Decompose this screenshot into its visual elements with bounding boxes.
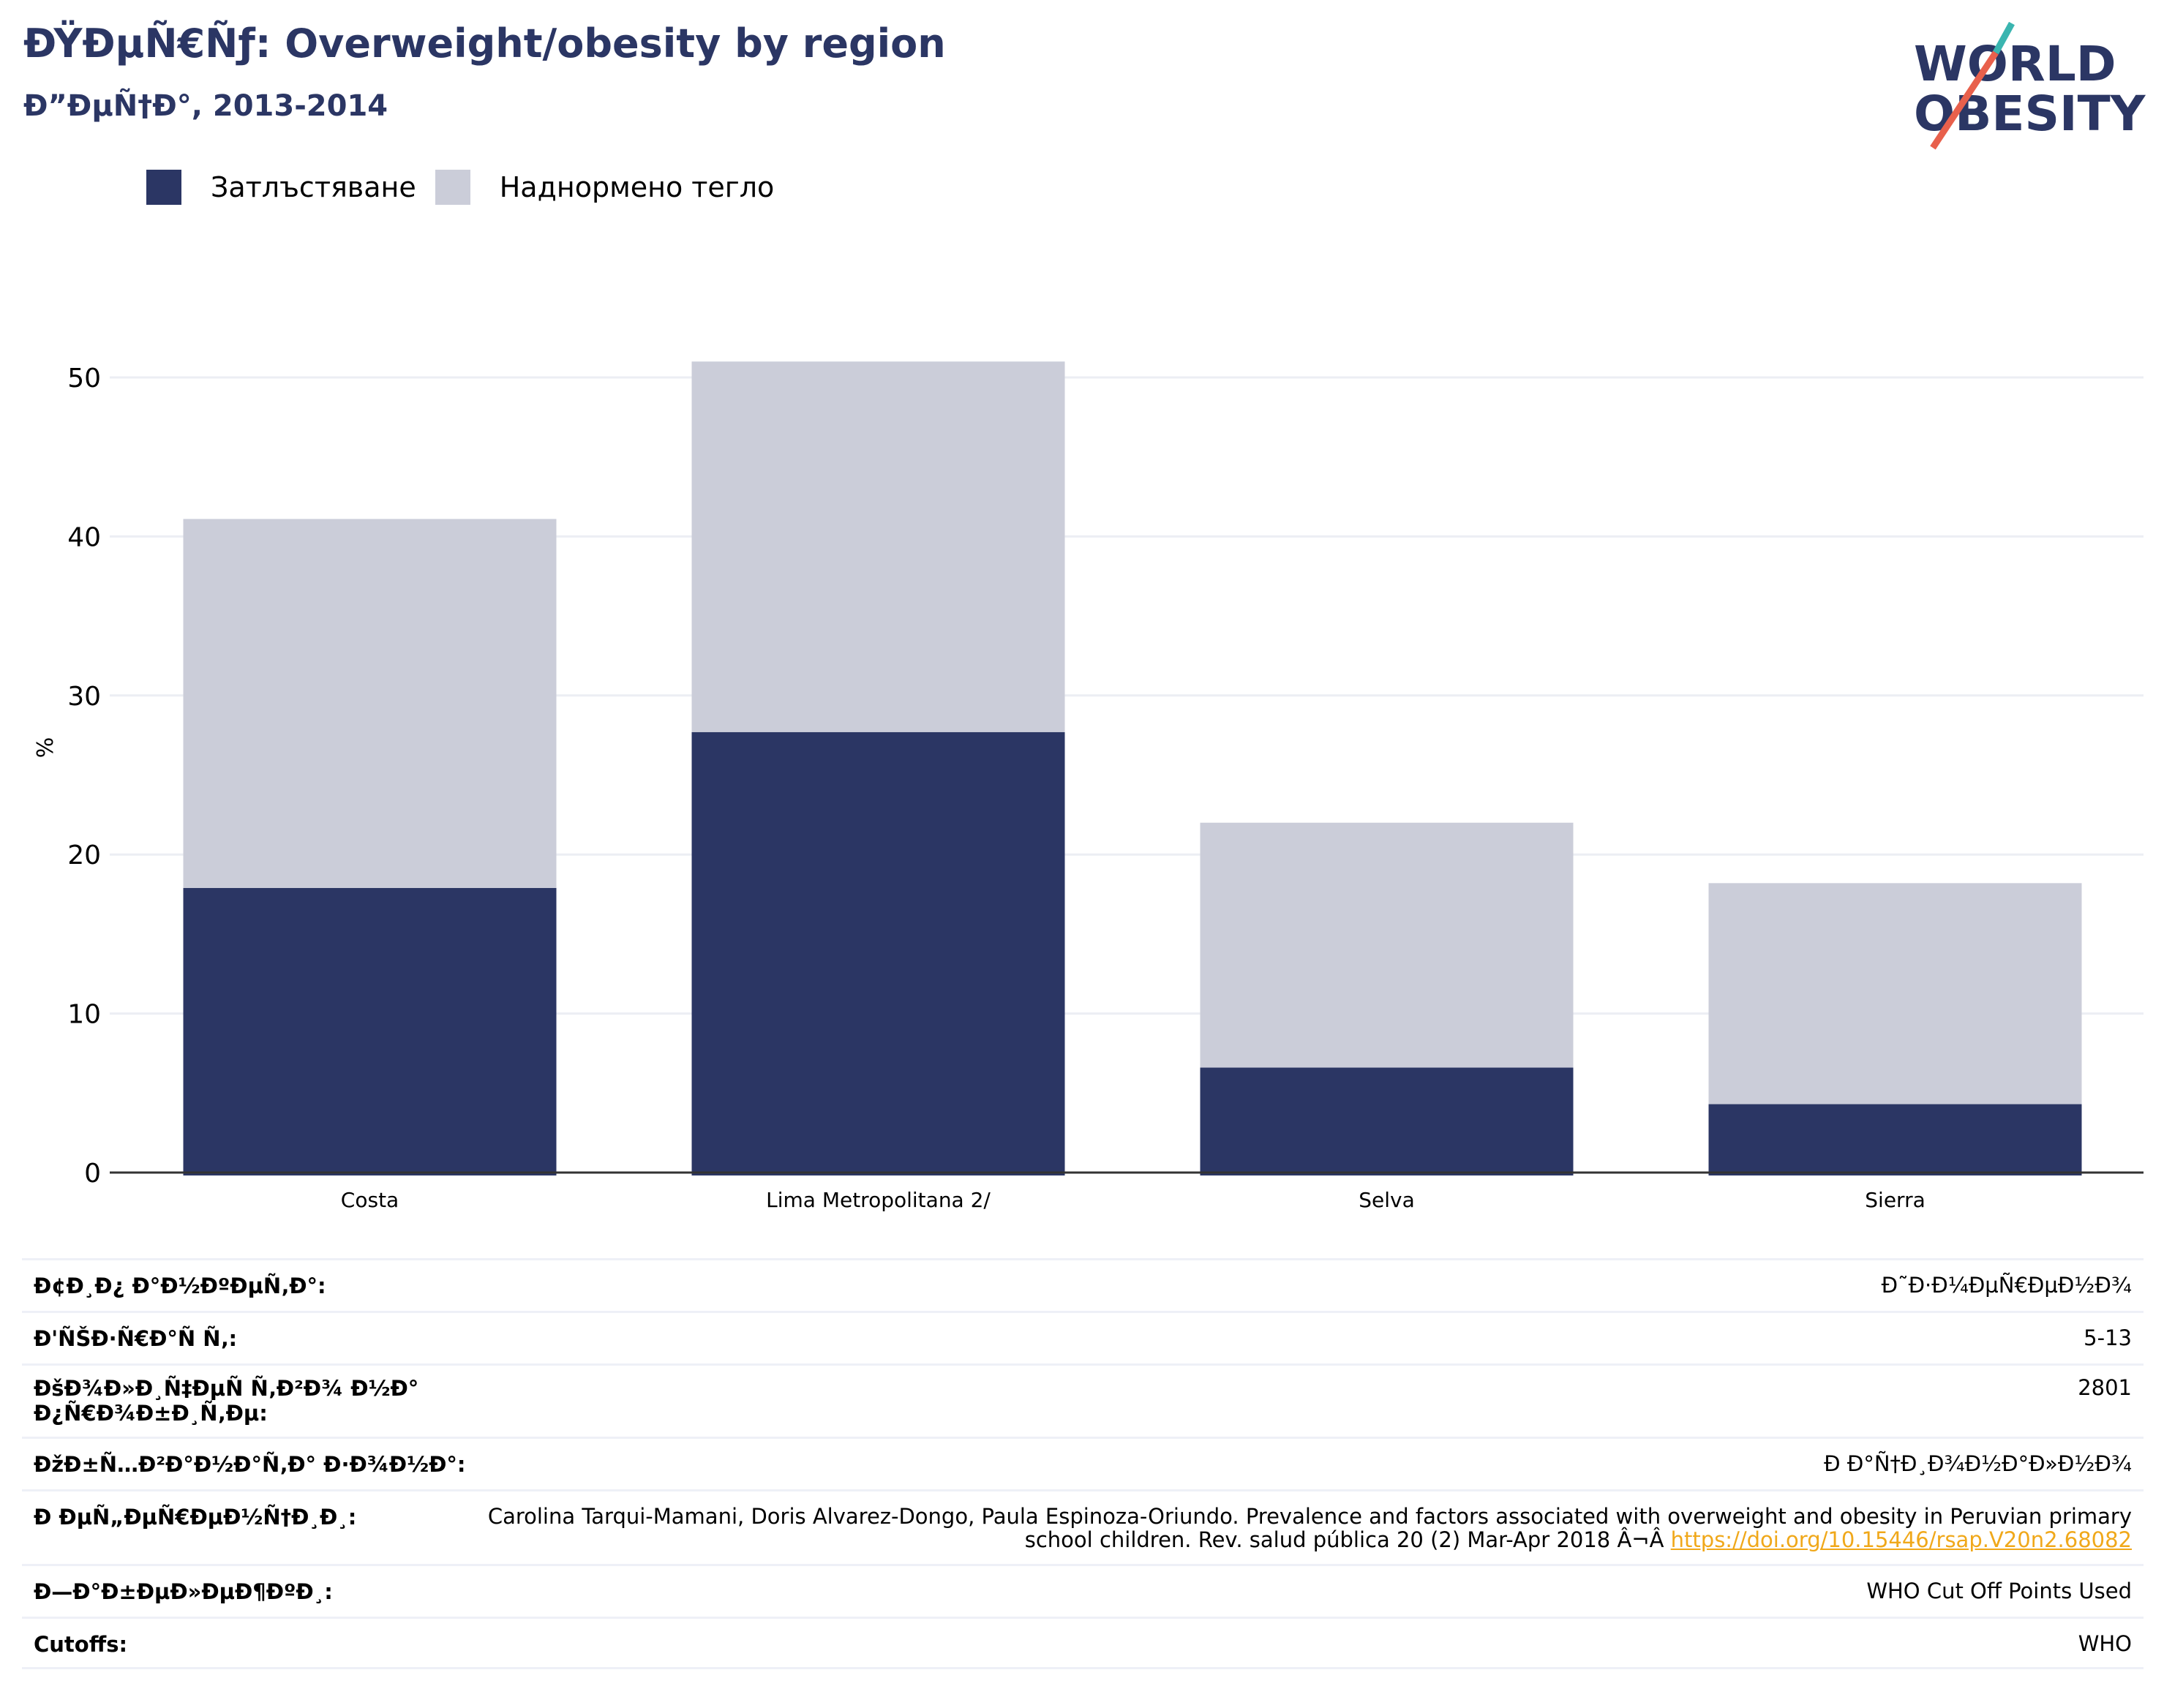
bar-obesity	[1708, 1104, 2082, 1175]
info-label: Ð—Ð°Ð±ÐµÐ»ÐµÐ¶ÐºÐ¸:	[34, 1579, 333, 1604]
legend-item-obesity[interactable]: Затлъстяване	[146, 170, 416, 205]
chart-legend: Затлъстяване Наднормено тегло	[146, 170, 793, 205]
info-label: ÐšÐ¾Ð»Ð¸Ñ‡ÐµÑ Ñ‚Ð²Ð¾ Ð½Ð° Ð¿Ñ€Ð¾Ð±Ð¸Ñ‚Ðµ…	[34, 1376, 419, 1426]
bar-overweight	[1708, 883, 2082, 1105]
y-axis-label: %	[33, 737, 59, 759]
legend-label-overweight: Наднормено тегло	[499, 171, 775, 203]
bar-obesity	[1200, 1067, 1574, 1175]
info-label: Ð¢Ð¸Ð¿ Ð°Ð½ÐºÐµÑ‚Ð°:	[34, 1274, 326, 1298]
legend-item-overweight[interactable]: Наднормено тегло	[435, 170, 775, 205]
info-table: Ð¢Ð¸Ð¿ Ð°Ð½ÐºÐµÑ‚Ð°: Ð˜Ð·Ð¼ÐµÑ€ÐµÐ½Ð¾ Ð'…	[22, 1258, 2144, 1669]
y-tick-label: 20	[67, 840, 101, 870]
x-tick-label: Costa	[341, 1188, 399, 1212]
legend-label-obesity: Затлъстяване	[211, 171, 416, 203]
info-value: WHO	[2078, 1631, 2132, 1656]
reference-text: Carolina Tarqui-Mamani, Doris Alvarez-Do…	[487, 1504, 2132, 1552]
info-row-sample-size: ÐšÐ¾Ð»Ð¸Ñ‡ÐµÑ Ñ‚Ð²Ð¾ Ð½Ð° Ð¿Ñ€Ð¾Ð±Ð¸Ñ‚Ðµ…	[22, 1363, 2144, 1437]
info-value: Ð˜Ð·Ð¼ÐµÑ€ÐµÐ½Ð¾	[1881, 1273, 2132, 1298]
info-label: Ð'ÑŠÐ·Ñ€Ð°Ñ Ñ‚:	[34, 1326, 238, 1351]
info-row-references: Ð ÐµÑ„ÐµÑ€ÐµÐ½Ñ†Ð¸Ð¸: Carolina Tarqui-Ma…	[22, 1489, 2144, 1564]
bar-chart: 0 10 20 30 40 50% Costa Lima Metropolitana 2/Se…	[33, 361, 2144, 1212]
bar-obesity	[183, 887, 557, 1175]
info-value: WHO Cut Off Points Used	[1866, 1579, 2132, 1603]
reference-link[interactable]: https://doi.org/10.15446/rsap.V20n2.6808…	[1670, 1527, 2132, 1552]
x-tick-label: Lima Metropolitana 2/	[766, 1188, 991, 1212]
info-value: Ð Ð°Ñ†Ð¸Ð¾Ð½Ð°Ð»Ð½Ð¾	[1824, 1451, 2132, 1476]
info-row-survey-type: Ð¢Ð¸Ð¿ Ð°Ð½ÐºÐµÑ‚Ð°: Ð˜Ð·Ð¼ÐµÑ€ÐµÐ½Ð¾	[22, 1258, 2144, 1311]
y-tick-label: 10	[67, 1000, 101, 1030]
info-row-age: Ð'ÑŠÐ·Ñ€Ð°Ñ Ñ‚: 5-13	[22, 1311, 2144, 1363]
chart-title: ÐŸÐµÑ€Ñƒ: Overweight/obesity by region	[23, 20, 946, 67]
bar-overweight	[1200, 822, 1574, 1068]
bar-overweight	[183, 519, 557, 888]
legend-swatch-obesity	[146, 170, 181, 205]
info-label: Ð ÐµÑ„ÐµÑ€ÐµÐ½Ñ†Ð¸Ð¸:	[34, 1505, 357, 1530]
chart-subtitle: Ð”ÐµÑ†Ð°, 2013-2014	[23, 89, 388, 123]
world-obesity-logo: WORLD OBESITY	[1914, 22, 2146, 150]
info-value: Carolina Tarqui-Mamani, Doris Alvarez-Do…	[486, 1505, 2132, 1551]
bar-overweight	[691, 361, 1065, 732]
y-tick-label: 50	[67, 364, 101, 394]
legend-swatch-overweight	[435, 170, 470, 205]
y-tick-label: 0	[84, 1159, 101, 1189]
y-tick-label: 30	[67, 682, 101, 712]
info-row-cutoffs: Cutoffs: WHO	[22, 1617, 2144, 1669]
y-tick-label: 40	[67, 522, 101, 552]
info-label: Cutoffs:	[34, 1632, 128, 1657]
info-value: 2801	[2078, 1375, 2132, 1400]
svg-text:WORLD: WORLD	[1914, 36, 2116, 92]
bar-obesity	[691, 731, 1065, 1175]
info-label: ÐžÐ±Ñ…Ð²Ð°Ð½Ð°Ñ‚Ð° Ð·Ð¾Ð½Ð°:	[34, 1452, 466, 1477]
x-tick-label: Sierra	[1865, 1188, 1925, 1212]
info-row-notes: Ð—Ð°Ð±ÐµÐ»ÐµÐ¶ÐºÐ¸: WHO Cut Off Points U…	[22, 1564, 2144, 1617]
info-row-area: ÐžÐ±Ñ…Ð²Ð°Ð½Ð°Ñ‚Ð° Ð·Ð¾Ð½Ð°: Ð Ð°Ñ†Ð¸Ð¾Ð…	[22, 1437, 2144, 1489]
info-value: 5-13	[2084, 1325, 2132, 1350]
x-tick-label: Selva	[1359, 1188, 1415, 1212]
